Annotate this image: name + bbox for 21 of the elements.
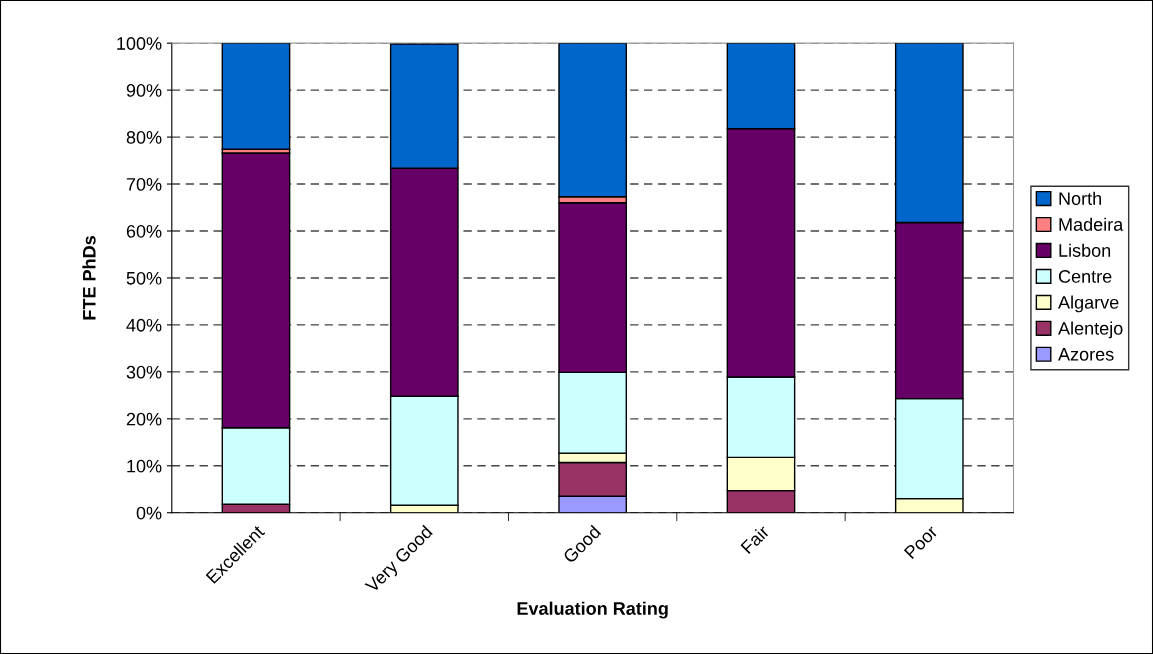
y-axis-title: FTE PhDs <box>82 236 96 320</box>
y-tick-label: 60% <box>126 224 162 238</box>
legend-label: North <box>1059 191 1101 205</box>
legend-label: Azores <box>1058 348 1114 361</box>
y-tick-label: 10% <box>127 459 162 473</box>
y-tick-label: 40% <box>126 318 162 332</box>
legend-label: Alentejo <box>1058 321 1123 339</box>
legend-label: Centre <box>1058 270 1112 283</box>
y-tick-label: 0% <box>136 506 162 520</box>
y-tick-label: 90% <box>126 84 162 97</box>
y-tick-label: 50% <box>126 271 162 285</box>
y-tick-label: 80% <box>126 131 162 144</box>
legend-label: Algarve <box>1058 295 1119 313</box>
x-axis-title: Evaluation Rating <box>517 601 668 619</box>
x-tick-label: Fair <box>740 524 771 555</box>
y-tick-label: 100% <box>117 37 162 50</box>
y-tick-label: 20% <box>126 412 162 426</box>
legend-label: Lisbon <box>1059 243 1111 257</box>
y-tick-label: 30% <box>126 365 162 379</box>
legend-label: Madeira <box>1059 217 1124 231</box>
y-tick-label: 70% <box>126 177 162 191</box>
